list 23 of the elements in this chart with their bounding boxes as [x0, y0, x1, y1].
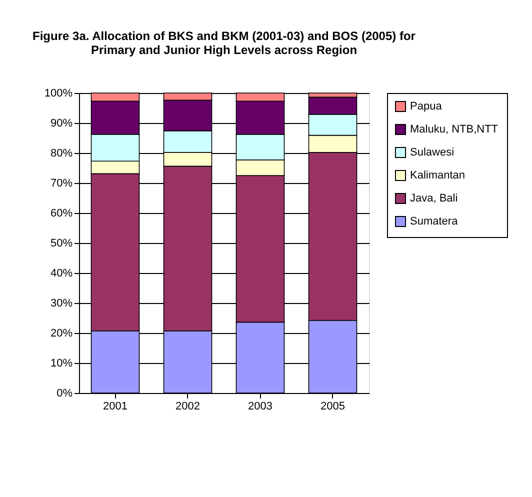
y-tick-label: 40%	[50, 268, 73, 280]
text: Primary and Junior High Levels across Region	[90, 43, 358, 57]
legend-label: Papua	[410, 100, 443, 112]
legend-label: Java, Bali	[410, 192, 458, 204]
x-tick-label: 2005	[320, 400, 345, 412]
legend-label: Sulawesi	[410, 146, 454, 158]
y-tick-label: 80%	[50, 148, 73, 160]
y-tick-label: 70%	[50, 178, 73, 190]
x-tick-label: 2003	[248, 400, 272, 412]
legend-label: Kalimantan	[410, 170, 466, 182]
legend-label: Sumatera	[410, 216, 459, 228]
x-tick-label: 2001	[103, 400, 128, 412]
y-tick-label: 10%	[50, 358, 73, 370]
x-tick-label: 2002	[176, 400, 200, 412]
y-tick-label: 30%	[50, 298, 73, 310]
y-tick-label: 90%	[50, 118, 73, 130]
y-tick-label: 60%	[50, 208, 73, 220]
y-tick-label: 50%	[50, 238, 73, 250]
text: Figure 3a. Allocation of BKS and BKM (2001-03) and BOS (2005) for	[32, 29, 416, 43]
legend-label: Maluku, NTB,NTT	[410, 124, 498, 136]
y-tick-label: 100%	[44, 88, 73, 100]
y-tick-label: 20%	[50, 328, 73, 340]
y-tick-label: 0%	[56, 388, 73, 400]
